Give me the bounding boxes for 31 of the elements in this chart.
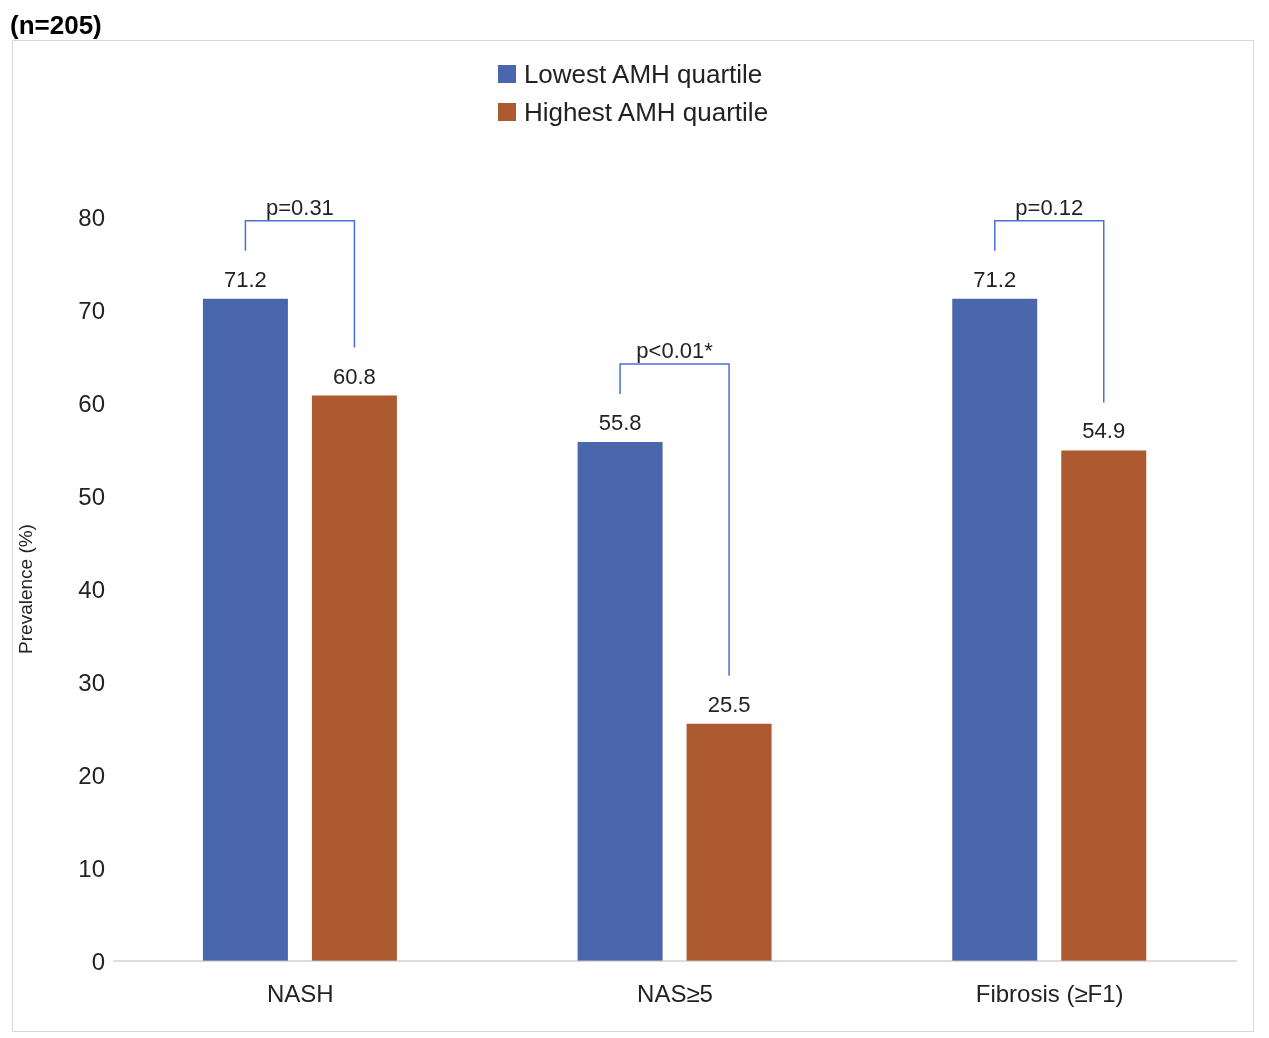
data-label: 54.9 — [1082, 418, 1126, 444]
y-tick-label: 30 — [78, 668, 105, 696]
chart-title: (n=205) — [10, 10, 102, 41]
bar — [311, 395, 397, 961]
bar — [686, 723, 772, 961]
y-tick-label: 60 — [78, 389, 105, 417]
annotation: p=0.31 — [265, 194, 334, 220]
x-tick-label: Fibrosis (≥F1) — [975, 980, 1124, 1008]
bar — [952, 298, 1038, 961]
legend-label: Highest AMH quartile — [523, 96, 769, 129]
y-tick-label: 80 — [78, 203, 105, 231]
bar — [577, 442, 663, 961]
y-tick-label: 10 — [78, 854, 105, 882]
data-label: 60.8 — [333, 363, 376, 389]
data-label: 71.2 — [973, 266, 1017, 292]
y-tick-label: 50 — [78, 482, 105, 510]
x-tick-label: NASH — [266, 980, 334, 1008]
y-tick-label: 70 — [78, 296, 105, 324]
bar — [1061, 450, 1147, 961]
data-label: 25.5 — [707, 691, 751, 717]
bar — [202, 298, 288, 961]
annotation: p=0.12 — [1015, 194, 1084, 220]
legend-label: Lowest AMH quartile — [523, 58, 763, 91]
y-axis-title: Prevalence (%) — [14, 524, 36, 654]
y-tick-label: 20 — [78, 761, 105, 789]
x-tick-label: NAS≥5 — [637, 980, 713, 1008]
data-label: 71.2 — [224, 266, 267, 292]
data-label: 55.8 — [598, 410, 642, 436]
y-tick-label: 0 — [91, 947, 105, 975]
y-tick-label: 40 — [78, 575, 105, 603]
annotation: p<0.01* — [636, 338, 714, 364]
